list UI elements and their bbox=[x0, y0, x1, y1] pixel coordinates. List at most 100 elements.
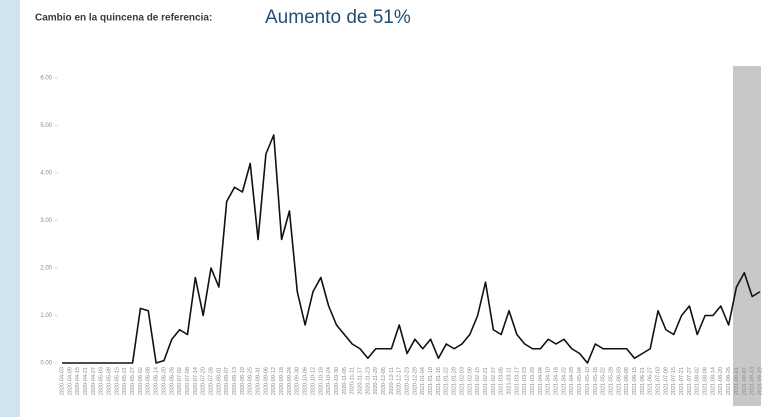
x-tick-label: 2021-09-13 bbox=[750, 367, 756, 395]
x-tick-label: 2020-12-11 bbox=[389, 367, 395, 395]
x-tick-label: 2020-05-15 bbox=[114, 367, 120, 395]
x-tick-label: 2021-07-21 bbox=[679, 367, 685, 395]
x-tick-label: 2020-04-15 bbox=[75, 367, 81, 395]
x-tick-label: 2020-12-29 bbox=[412, 367, 418, 395]
x-tick-label: 2020-12-05 bbox=[381, 367, 387, 395]
x-tick-label: 2021-02-03 bbox=[459, 367, 465, 395]
x-tick-label: 2020-04-03 bbox=[59, 367, 65, 395]
x-tick-label: 2021-06-03 bbox=[616, 367, 622, 395]
x-tick-label: 2020-05-21 bbox=[122, 367, 128, 395]
x-tick-label: 2020-06-14 bbox=[154, 367, 160, 395]
x-tick-label: 2021-04-16 bbox=[554, 367, 560, 395]
x-tick-label: 2021-07-09 bbox=[663, 367, 669, 395]
x-tick-label: 2020-08-25 bbox=[248, 367, 254, 395]
x-tick-label: 2020-10-18 bbox=[318, 367, 324, 395]
x-tick-label: 2020-08-13 bbox=[232, 367, 238, 395]
x-tick-label: 2021-07-27 bbox=[687, 367, 693, 395]
x-tick-label: 2020-12-17 bbox=[397, 367, 403, 395]
side-strip bbox=[0, 0, 20, 417]
x-tick-label: 2021-06-09 bbox=[624, 367, 630, 395]
y-tick-label: 6.00 bbox=[40, 76, 52, 82]
x-tick-label: 2020-06-02 bbox=[138, 367, 144, 395]
x-tick-label: 2021-08-02 bbox=[695, 367, 701, 395]
x-tick-label: 2020-06-20 bbox=[161, 367, 167, 395]
x-tick-label: 2020-04-21 bbox=[83, 367, 89, 395]
x-tick-label: 2021-08-08 bbox=[703, 367, 709, 395]
y-tick-label: 4.00 bbox=[40, 171, 52, 177]
x-tick-label: 2021-03-11 bbox=[506, 367, 512, 395]
x-tick-label: 2021-08-20 bbox=[718, 367, 724, 395]
x-tick-label: 2020-06-26 bbox=[169, 367, 175, 395]
x-tick-label: 2021-04-04 bbox=[538, 367, 544, 395]
x-tick-label: 2020-11-17 bbox=[357, 367, 363, 395]
x-tick-label: 2020-04-09 bbox=[67, 367, 73, 395]
x-tick-label: 2021-07-15 bbox=[671, 367, 677, 395]
x-tick-label: 2020-10-12 bbox=[310, 367, 316, 395]
x-tick-label: 2020-09-18 bbox=[279, 367, 285, 395]
x-tick-label: 2021-05-22 bbox=[601, 367, 607, 395]
x-tick-label: 2020-12-23 bbox=[405, 367, 411, 395]
x-tick-label: 2021-06-21 bbox=[640, 367, 646, 395]
x-tick-label: 2020-05-09 bbox=[107, 367, 113, 395]
x-tick-label: 2020-06-08 bbox=[146, 367, 152, 395]
x-tick-label: 2021-02-09 bbox=[467, 367, 473, 395]
x-tick-label: 2020-09-06 bbox=[263, 367, 269, 395]
x-tick-label: 2021-07-03 bbox=[655, 367, 661, 395]
x-tick-label: 2020-07-08 bbox=[185, 367, 191, 395]
x-tick-label: 2020-11-29 bbox=[373, 367, 379, 395]
x-tick-label: 2020-11-23 bbox=[365, 367, 371, 395]
x-tick-label: 2021-09-01 bbox=[734, 367, 740, 395]
highlight-band bbox=[733, 66, 761, 406]
x-tick-label: 2021-02-27 bbox=[491, 367, 497, 395]
x-tick-label: 2020-08-01 bbox=[216, 367, 222, 395]
x-tick-label: 2021-01-04 bbox=[420, 367, 426, 395]
x-tick-label: 2021-03-17 bbox=[514, 367, 520, 395]
y-tick-label: 0.00 bbox=[40, 361, 52, 367]
y-tick-label: 5.00 bbox=[40, 123, 52, 129]
x-tick-label: 2020-09-30 bbox=[295, 367, 301, 395]
headline: Aumento de 51% bbox=[265, 7, 411, 28]
x-tick-label: 2020-05-03 bbox=[99, 367, 105, 395]
x-tick-label: 2021-03-05 bbox=[499, 367, 505, 395]
x-tick-label: 2021-08-26 bbox=[726, 367, 732, 395]
x-tick-label: 2021-01-28 bbox=[452, 367, 458, 395]
x-tick-label: 2021-05-04 bbox=[577, 367, 583, 395]
x-tick-label: 2020-07-14 bbox=[193, 367, 199, 395]
x-tick-label: 2021-05-10 bbox=[585, 367, 591, 395]
x-tick-label: 2020-05-27 bbox=[130, 367, 136, 395]
line bbox=[62, 134, 761, 364]
y-tick-label: 3.00 bbox=[40, 218, 52, 224]
x-tick-label: 2021-06-15 bbox=[632, 367, 638, 395]
x-tick-label: 2020-08-19 bbox=[240, 367, 246, 395]
x-tick-label: 2021-03-29 bbox=[530, 367, 536, 395]
y-tick-label: 1.00 bbox=[40, 313, 52, 319]
x-tick-label: 2021-09-19 bbox=[757, 367, 763, 395]
x-tick-label: 2021-04-28 bbox=[569, 367, 575, 395]
x-tick-label: 2021-05-16 bbox=[593, 367, 599, 395]
x-tick-label: 2020-10-06 bbox=[303, 367, 309, 395]
x-tick-label: 2020-08-31 bbox=[256, 367, 262, 395]
x-tick-label: 2020-08-07 bbox=[224, 367, 230, 395]
x-tick-label: 2020-07-26 bbox=[208, 367, 214, 395]
x-tick-label: 2021-04-10 bbox=[546, 367, 552, 395]
x-tick-label: 2021-06-27 bbox=[648, 367, 654, 395]
x-tick-label: 2021-01-22 bbox=[444, 367, 450, 395]
x-tick-label: 2021-04-22 bbox=[561, 367, 567, 395]
x-tick-label: 2021-02-15 bbox=[475, 367, 481, 395]
x-tick-label: 2020-09-24 bbox=[287, 367, 293, 395]
x-tick-label: 2020-07-20 bbox=[201, 367, 207, 395]
x-tick-label: 2020-11-05 bbox=[342, 367, 348, 395]
x-tick-label: 2021-08-14 bbox=[710, 367, 716, 395]
x-tick-label: 2021-01-16 bbox=[436, 367, 442, 395]
header-label: Cambio en la quincena de referencia: bbox=[35, 13, 212, 24]
x-tick-label: 2021-09-07 bbox=[742, 367, 748, 395]
x-tick-label: 2021-03-23 bbox=[522, 367, 528, 395]
x-tick-label: 2020-10-30 bbox=[334, 367, 340, 395]
y-tick-label: 2.00 bbox=[40, 266, 52, 272]
x-tick-label: 2020-11-11 bbox=[350, 367, 356, 394]
x-tick-label: 2020-04-27 bbox=[91, 367, 97, 395]
x-tick-label: 2020-07-02 bbox=[177, 367, 183, 395]
x-tick-label: 2021-02-21 bbox=[483, 367, 489, 395]
